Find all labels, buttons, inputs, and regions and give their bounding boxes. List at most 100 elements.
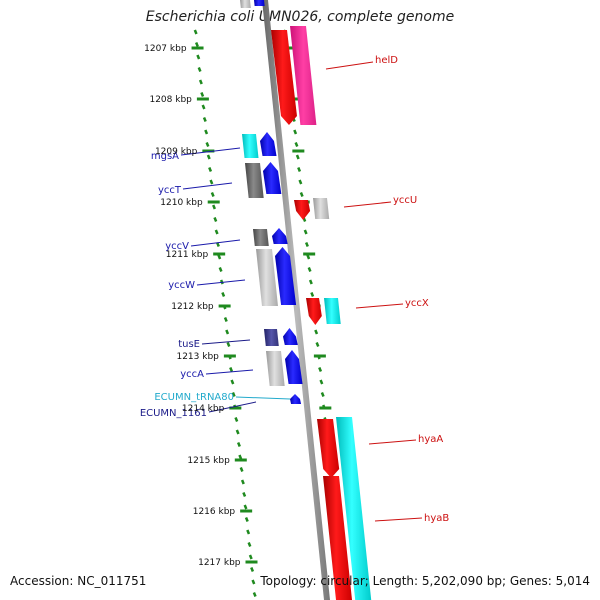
tick-mark-left — [196, 54, 201, 60]
tick-mark-left — [200, 92, 205, 97]
gene-label-held[interactable]: helD — [375, 55, 398, 66]
gene-label-yccw[interactable]: yccW — [168, 280, 195, 291]
tick-mark-left — [242, 492, 247, 497]
genome-backbone — [262, 0, 330, 600]
gene-feature-reverse[interactable] — [271, 30, 297, 125]
gene-feature[interactable] — [275, 247, 297, 305]
tick-mark-right — [307, 267, 312, 272]
gene-feature[interactable] — [242, 134, 259, 158]
tick-mark-left — [246, 529, 251, 535]
tick-mark-left — [247, 542, 252, 547]
leader-line — [196, 279, 246, 286]
tick-mark-right — [308, 279, 313, 285]
leader-line — [205, 369, 254, 375]
trna-feature[interactable] — [290, 394, 302, 404]
gene-feature-reverse[interactable] — [323, 476, 353, 600]
leader-line — [235, 396, 291, 400]
gene-feature[interactable] — [254, 0, 265, 6]
tick-mark-right — [318, 367, 323, 372]
tick-mark-left — [202, 117, 207, 122]
tick-label: 1213 kbp — [176, 352, 219, 362]
tick-mark-left — [197, 67, 202, 72]
genome-summary-text: Topology: circular; Length: 5,202,090 bp… — [260, 574, 590, 588]
tick-mark-left — [223, 317, 228, 322]
tick-mark-right — [295, 154, 300, 160]
tick-mark-left — [218, 267, 223, 272]
leader-line — [368, 439, 417, 445]
gene-label-hyab[interactable]: hyaB — [424, 513, 449, 524]
tick-mark-right — [320, 392, 325, 397]
leader-line — [208, 401, 257, 413]
tick-mark-left — [240, 479, 245, 485]
gene-label-yccx[interactable]: yccX — [405, 298, 429, 309]
tick-mark-right — [310, 292, 315, 297]
gene-feature[interactable] — [253, 229, 269, 246]
gene-label-tuse[interactable]: tusE — [178, 339, 200, 350]
accession-text: Accession: NC_011751 — [10, 574, 147, 588]
gene-feature[interactable] — [240, 0, 251, 8]
tick-label: 1212 kbp — [171, 302, 214, 312]
tick-mark-left — [206, 154, 211, 160]
tick-mark-left — [238, 454, 243, 460]
gene-label-mgsa[interactable]: mgsA — [151, 151, 179, 162]
tick-label: 1211 kbp — [166, 250, 209, 260]
gene-feature[interactable] — [272, 228, 288, 244]
tick-label: 1210 kbp — [160, 198, 203, 208]
gene-feature-reverse[interactable] — [294, 200, 311, 220]
gene-features[interactable] — [240, 0, 372, 600]
tick-mark-right — [319, 379, 324, 385]
gene-feature[interactable] — [260, 132, 277, 156]
tick-mark-left — [244, 517, 249, 522]
tick-labels: 1207 kbp 1208 kbp 1209 kbp 1210 kbp 1211 kbp… — [144, 44, 241, 568]
gene-label-yccu[interactable]: yccU — [393, 195, 417, 206]
gene-label-ycca[interactable]: yccA — [180, 369, 204, 380]
tick-mark-left — [213, 217, 218, 222]
gene-feature[interactable] — [285, 350, 303, 384]
gene-feature-reverse[interactable] — [317, 419, 340, 478]
gene-label-ecumn_1161[interactable]: ECUMN_1161 — [140, 408, 207, 419]
tick-mark-left — [221, 292, 226, 297]
tick-mark-left — [205, 142, 210, 147]
gene-feature[interactable] — [264, 329, 279, 346]
gene-label-yccv[interactable]: yccV — [165, 241, 189, 252]
gene-feature[interactable] — [256, 249, 278, 306]
map-title: Escherichia coli UMN026, complete genome — [145, 9, 455, 25]
tick-label: 1217 kbp — [198, 558, 241, 568]
tick-mark-left — [250, 567, 255, 572]
tick-label: 1207 kbp — [144, 44, 187, 54]
leader-line — [201, 339, 251, 345]
gene-label-ecumn_trna80[interactable]: ECUMN_tRNA80 — [154, 392, 234, 403]
tick-mark-right — [294, 142, 299, 147]
gene-feature-reverse[interactable] — [336, 417, 372, 600]
tick-mark-left — [252, 592, 257, 597]
gene-label-hyaa[interactable]: hyaA — [418, 434, 443, 445]
tick-mark-right — [314, 329, 319, 335]
gene-feature[interactable] — [313, 198, 330, 219]
label-leader-lines — [180, 61, 423, 522]
gene-labels[interactable]: mgsA yccT yccV yccW tusE yccA ECUMN_tRNA80 ECUM… — [140, 55, 450, 524]
tick-label: 1215 kbp — [187, 456, 230, 466]
gene-feature-reverse[interactable] — [306, 298, 322, 325]
tick-mark-left — [201, 104, 206, 110]
tick-mark-left — [209, 179, 214, 185]
leader-line — [180, 147, 241, 156]
gene-label-ycct[interactable]: yccT — [158, 185, 182, 196]
gene-feature[interactable] — [245, 163, 264, 198]
backbone-strand — [262, 0, 330, 600]
tick-mark-left — [235, 429, 240, 435]
gene-feature[interactable] — [263, 162, 282, 194]
gene-feature-reverse[interactable] — [290, 26, 317, 125]
gene-feature[interactable] — [266, 351, 285, 386]
tick-label: 1209 kbp — [155, 147, 198, 157]
tick-mark-right — [299, 192, 304, 197]
tick-mark-left — [251, 579, 256, 585]
leader-line — [374, 517, 423, 522]
gene-feature[interactable] — [283, 328, 298, 345]
gene-feature[interactable] — [324, 298, 341, 324]
tick-mark-left — [225, 329, 230, 335]
tick-label: 1214 kbp — [182, 404, 225, 414]
leader-line — [182, 182, 233, 190]
tick-mark-left — [230, 379, 235, 385]
tick-mark-left — [208, 167, 213, 172]
